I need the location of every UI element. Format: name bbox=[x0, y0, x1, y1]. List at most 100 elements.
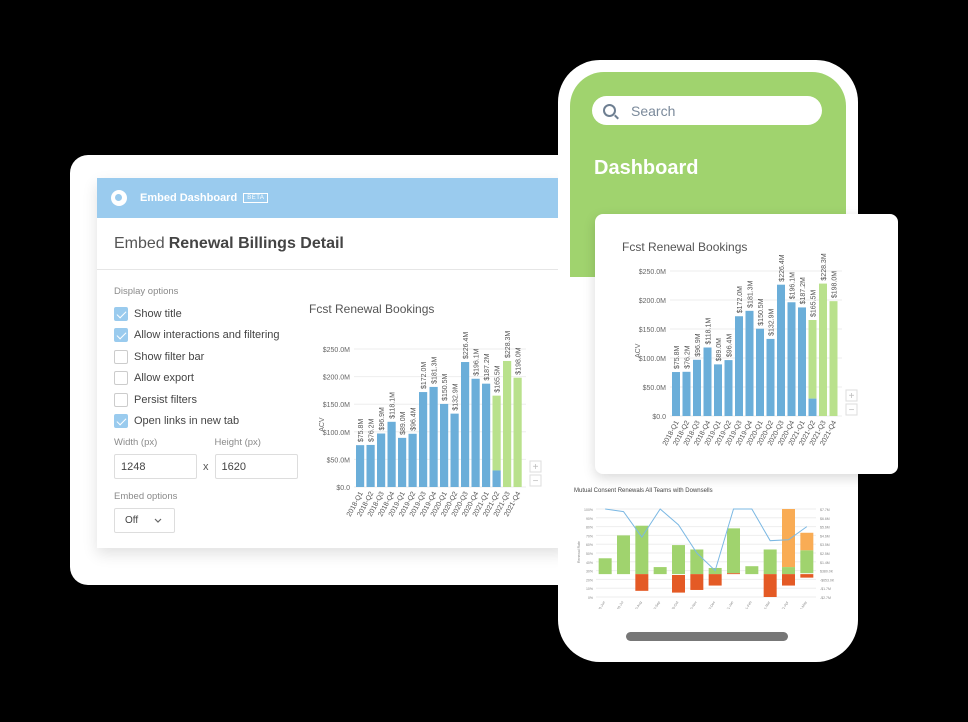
svg-text:-$653.0K: -$653.0K bbox=[820, 578, 835, 582]
svg-text:2020-Aug: 2020-Aug bbox=[632, 600, 643, 609]
svg-text:$2.5M: $2.5M bbox=[820, 552, 830, 556]
checkbox-unchecked[interactable] bbox=[114, 392, 128, 407]
svg-text:$89.0M: $89.0M bbox=[400, 411, 407, 435]
mutual-consent-chart: Mutual Consent Renewals All Teams with D… bbox=[574, 488, 844, 616]
option-persist-filters[interactable]: Persist filters bbox=[114, 389, 280, 411]
svg-text:$75.8M: $75.8M bbox=[674, 346, 681, 370]
svg-text:2021-Apr: 2021-Apr bbox=[779, 600, 790, 609]
svg-text:100%: 100% bbox=[584, 508, 593, 512]
svg-text:2020-Oct: 2020-Oct bbox=[669, 600, 680, 609]
embed-options-select[interactable]: Off bbox=[114, 508, 175, 533]
width-field: Width (px) 1248 bbox=[114, 437, 197, 479]
search-placeholder: Search bbox=[631, 102, 676, 119]
svg-text:60%: 60% bbox=[586, 543, 593, 547]
svg-text:$196.1M: $196.1M bbox=[790, 272, 797, 299]
option-label: Show filter bar bbox=[134, 350, 205, 363]
embed-dashboard-dialog: Embed Dashboard BETA Embed Renewal Billi… bbox=[97, 178, 567, 548]
svg-text:$3.5M: $3.5M bbox=[820, 543, 830, 547]
width-label: Width (px) bbox=[114, 437, 158, 448]
svg-text:70%: 70% bbox=[586, 534, 593, 538]
dashboard-name: Renewal Billings Detail bbox=[168, 234, 344, 252]
svg-text:$226.4M: $226.4M bbox=[463, 332, 470, 359]
option-allow-export[interactable]: Allow export bbox=[114, 368, 280, 390]
checkbox-unchecked[interactable] bbox=[114, 349, 128, 364]
svg-text:$1.4M: $1.4M bbox=[820, 561, 830, 565]
width-input[interactable]: 1248 bbox=[114, 454, 197, 479]
option-label: Persist filters bbox=[134, 393, 197, 406]
svg-text:2020-Jul: 2020-Jul bbox=[614, 600, 624, 609]
zoom-out-button[interactable]: − bbox=[845, 403, 858, 416]
page-title: Dashboard bbox=[594, 157, 699, 179]
svg-text:$6.6M: $6.6M bbox=[820, 517, 830, 521]
svg-text:2021-Mar: 2021-Mar bbox=[760, 600, 771, 609]
svg-text:$181.3M: $181.3M bbox=[432, 357, 439, 384]
svg-text:$96.9M: $96.9M bbox=[695, 333, 702, 357]
svg-text:50%: 50% bbox=[586, 552, 593, 556]
svg-text:ACV: ACV bbox=[319, 417, 326, 432]
checkbox-checked[interactable] bbox=[114, 328, 128, 343]
option-label: Allow interactions and filtering bbox=[134, 329, 280, 342]
svg-text:2020-Nov: 2020-Nov bbox=[687, 600, 698, 609]
zoom-out-button[interactable]: − bbox=[529, 474, 542, 487]
svg-text:Renewal Rate: Renewal Rate bbox=[577, 541, 581, 563]
svg-text:$132.9M: $132.9M bbox=[769, 309, 776, 336]
bar-chart[interactable]: $0.0 $50.0M $100.0M $150.0M $200.0M $250.0M AC… bbox=[595, 214, 898, 474]
svg-text:$165.5M: $165.5M bbox=[811, 290, 818, 317]
dialog-title: Embed Renewal Billings Detail bbox=[97, 218, 567, 270]
display-options-label: Display options bbox=[114, 286, 179, 297]
svg-text:$172.0M: $172.0M bbox=[421, 362, 428, 389]
svg-text:$226.4M: $226.4M bbox=[779, 254, 786, 281]
svg-text:$7.7M: $7.7M bbox=[820, 508, 830, 512]
option-show-filter-bar[interactable]: Show filter bar bbox=[114, 346, 280, 368]
svg-text:$187.2M: $187.2M bbox=[800, 277, 807, 304]
svg-text:$0.0: $0.0 bbox=[336, 485, 350, 492]
svg-text:$75.8M: $75.8M bbox=[358, 419, 365, 443]
svg-text:−: − bbox=[849, 405, 855, 416]
option-label: Allow export bbox=[134, 372, 194, 385]
svg-text:$100.0M: $100.0M bbox=[323, 430, 350, 437]
option-show-title[interactable]: Show title bbox=[114, 303, 280, 325]
height-label: Height (px) bbox=[214, 437, 261, 448]
svg-text:$198.0M: $198.0M bbox=[832, 271, 839, 298]
option-allow-interactions[interactable]: Allow interactions and filtering bbox=[114, 325, 280, 347]
display-options: Display options Show title Allow interac… bbox=[114, 286, 280, 432]
svg-text:80%: 80% bbox=[586, 526, 593, 530]
svg-text:$76.2M: $76.2M bbox=[685, 345, 692, 369]
times-separator: x bbox=[203, 461, 209, 473]
svg-text:$96.9M: $96.9M bbox=[379, 407, 386, 431]
svg-text:ACV: ACV bbox=[635, 343, 642, 358]
checkbox-checked[interactable] bbox=[114, 414, 128, 429]
option-label: Show title bbox=[134, 307, 182, 320]
svg-text:$118.1M: $118.1M bbox=[706, 318, 713, 345]
chart-title: Fcst Renewal Bookings bbox=[622, 240, 748, 254]
svg-text:2021-Feb: 2021-Feb bbox=[742, 600, 753, 609]
phone-chart-card: Fcst Renewal Bookings $0.0 $50.0M $100.0M $… bbox=[595, 214, 898, 474]
svg-text:-$2.7M: -$2.7M bbox=[820, 596, 831, 600]
svg-text:$200.0M: $200.0M bbox=[323, 375, 350, 382]
svg-text:$198.0M: $198.0M bbox=[516, 347, 523, 374]
checkbox-checked[interactable] bbox=[114, 306, 128, 321]
svg-text:$150.5M: $150.5M bbox=[758, 298, 765, 325]
chart-title: Fcst Renewal Bookings bbox=[309, 302, 435, 316]
select-value: Off bbox=[125, 515, 139, 526]
option-open-links-new-tab[interactable]: Open links in new tab bbox=[114, 411, 280, 433]
svg-text:2021-Jan: 2021-Jan bbox=[724, 600, 735, 609]
svg-text:$150.0M: $150.0M bbox=[639, 327, 666, 334]
svg-text:2021-May: 2021-May bbox=[796, 600, 807, 609]
checkbox-unchecked[interactable] bbox=[114, 371, 128, 386]
height-input[interactable]: 1620 bbox=[214, 454, 298, 479]
bar-chart[interactable]: $0.0 $50.0M $100.0M $150.0M $200.0M $250.0M AC… bbox=[309, 316, 564, 536]
svg-text:$150.0M: $150.0M bbox=[323, 402, 350, 409]
option-label: Open links in new tab bbox=[134, 415, 240, 428]
svg-text:$76.2M: $76.2M bbox=[369, 418, 376, 442]
embed-options: Embed options Off bbox=[114, 491, 177, 533]
svg-text:$4.6M: $4.6M bbox=[820, 534, 830, 538]
combo-chart[interactable]: 0% -$2.7M 10% -$1.7M 20% -$653.0K 30% $380.0K 40… bbox=[574, 494, 844, 616]
dimensions: Width (px) 1248 x Height (px) 1620 bbox=[114, 437, 298, 479]
zoom-in-button[interactable]: + bbox=[529, 460, 542, 473]
svg-text:$5.6M: $5.6M bbox=[820, 526, 830, 530]
dialog-header: Embed Dashboard BETA bbox=[97, 178, 567, 218]
search-input[interactable]: Search bbox=[592, 96, 822, 125]
svg-text:$50.0M: $50.0M bbox=[643, 385, 667, 392]
zoom-in-button[interactable]: + bbox=[845, 389, 858, 402]
